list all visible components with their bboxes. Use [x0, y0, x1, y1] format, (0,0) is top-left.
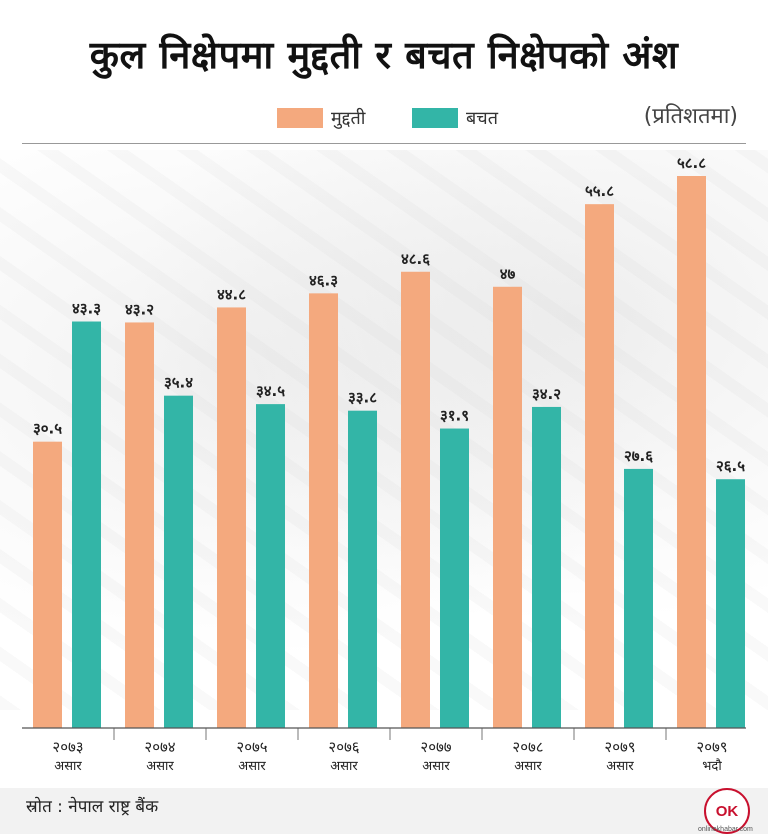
bar-fixed — [493, 286, 522, 728]
legend-swatch-saving — [412, 108, 458, 128]
bar-fixed — [33, 441, 62, 728]
data-label: ४६.३ — [309, 271, 338, 289]
bar-saving — [72, 321, 101, 728]
bar-fixed — [401, 271, 430, 728]
bar-fixed — [677, 176, 706, 728]
x-tick-year: २०७५ — [236, 738, 267, 756]
data-label: ५८.८ — [677, 154, 706, 172]
x-tick-year: २०७७ — [420, 738, 451, 756]
data-label: ४३.३ — [72, 300, 101, 318]
chart-title: कुल निक्षेपमा मुद्दती र बचत निक्षेपको अं… — [89, 33, 679, 77]
x-tick-year: २०७८ — [512, 738, 543, 756]
unit-label: (प्रतिशतमा) — [643, 104, 738, 129]
bar-fixed — [309, 293, 338, 728]
bar-fixed — [217, 307, 246, 728]
bar-fixed — [585, 204, 614, 728]
logo-caption: onlinekhabar.com — [698, 826, 753, 833]
data-label: ४४.८ — [217, 285, 246, 303]
data-label: ३१.९ — [440, 407, 469, 425]
data-label: ३४.२ — [532, 385, 561, 403]
data-label: ३३.८ — [348, 389, 377, 407]
x-tick-month: असार — [606, 759, 634, 774]
source-note: स्रोत : नेपाल राष्ट्र बैंक — [26, 797, 159, 817]
data-label: २७.६ — [624, 447, 653, 465]
footer-band — [0, 788, 768, 834]
bar-saving — [164, 395, 193, 728]
data-label: ४३.२ — [125, 300, 154, 318]
x-tick-month: असार — [146, 759, 174, 774]
x-tick-month: भदौ — [702, 758, 722, 774]
onlinekhabar-logo: OK — [704, 788, 750, 834]
x-tick-year: २०७६ — [328, 738, 359, 756]
data-label: ३४.५ — [256, 382, 285, 400]
bar-saving — [532, 406, 561, 728]
bar-saving — [716, 479, 745, 728]
x-tick-year: २०७३ — [52, 738, 83, 756]
legend-item-saving: बचत — [412, 106, 498, 130]
data-label: ५५.८ — [585, 182, 614, 200]
x-tick-year: २०७९ — [604, 738, 635, 756]
x-tick-year: २०७४ — [144, 738, 175, 756]
legend-label-fixed: मुद्दती — [331, 108, 366, 129]
x-tick-month: असार — [422, 759, 450, 774]
bar-saving — [348, 410, 377, 728]
x-tick-year: २०७९ — [696, 738, 727, 756]
data-label: २६.५ — [716, 457, 745, 475]
bar-saving — [624, 468, 653, 728]
data-label: ३५.४ — [164, 374, 193, 392]
x-tick-month: असार — [514, 759, 542, 774]
x-tick-month: असार — [238, 759, 266, 774]
data-label: ३०.५ — [33, 420, 62, 438]
legend-item-fixed: मुद्दती — [277, 106, 365, 130]
data-label: ४७ — [500, 265, 516, 283]
data-label: ४८.६ — [401, 250, 430, 268]
legend-label-saving: बचत — [466, 108, 498, 129]
legend-swatch-fixed — [277, 108, 323, 128]
legend: मुद्दती बचत — [0, 106, 768, 132]
x-tick-month: असार — [330, 759, 358, 774]
bar-saving — [256, 404, 285, 728]
bar-saving — [440, 428, 469, 728]
x-tick-month: असार — [54, 759, 82, 774]
top-divider — [22, 143, 746, 144]
bar-fixed — [125, 322, 154, 728]
